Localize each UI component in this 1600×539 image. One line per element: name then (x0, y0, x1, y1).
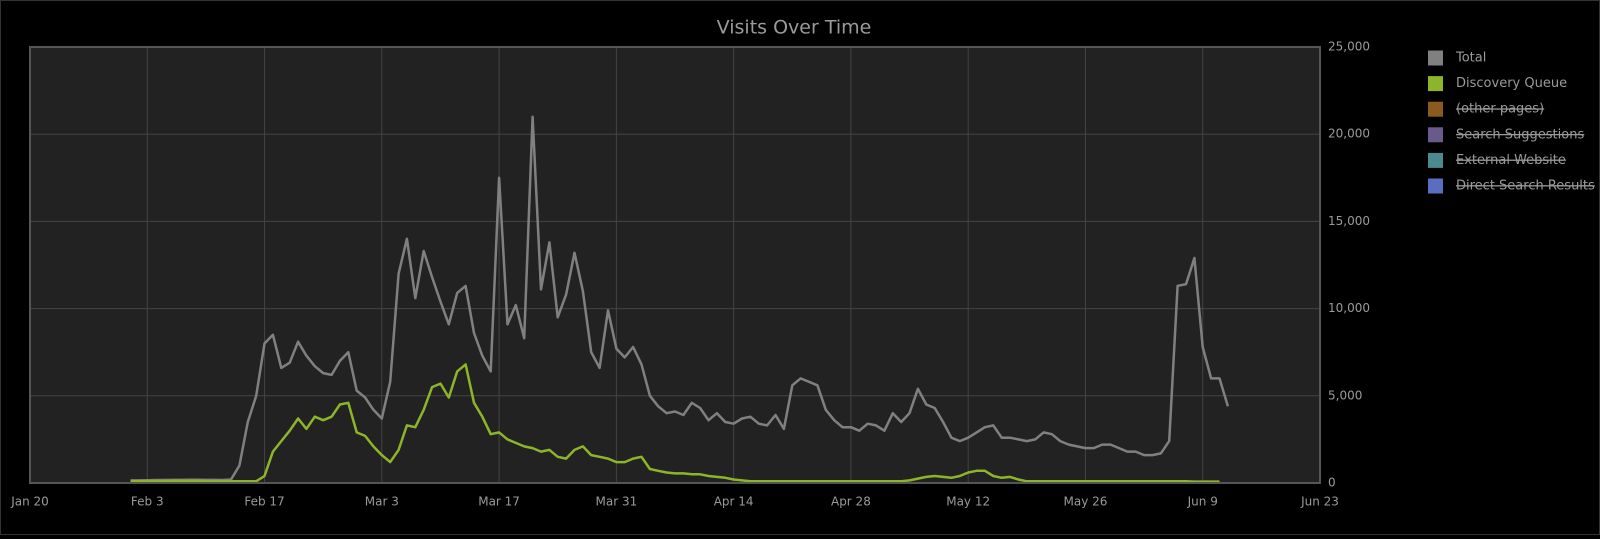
series-line (130, 363, 1220, 483)
legend-item[interactable]: Search Suggestions (1428, 127, 1584, 143)
legend-item[interactable]: (other pages) (1428, 101, 1544, 117)
x-tick-label: Mar 3 (365, 495, 399, 509)
x-tick-label: May 26 (1064, 495, 1108, 509)
x-tick-label: Jun 23 (1300, 495, 1339, 509)
legend-label[interactable]: (other pages) (1456, 102, 1544, 117)
x-tick-label: Jun 9 (1187, 495, 1218, 509)
x-tick-label: Mar 31 (595, 495, 637, 509)
x-tick-label: Apr 28 (831, 495, 871, 509)
y-tick-label: 15,000 (1328, 214, 1370, 228)
legend-item[interactable]: Direct Search Results (1428, 178, 1595, 194)
legend-label[interactable]: Discovery Queue (1456, 76, 1567, 91)
legend-swatch[interactable] (1428, 76, 1443, 92)
legend-swatch[interactable] (1428, 101, 1443, 117)
legend-swatch[interactable] (1428, 50, 1443, 66)
plot-area (30, 47, 1320, 483)
legend-label[interactable]: External Website (1456, 153, 1566, 168)
y-tick-label: 0 (1328, 476, 1336, 490)
legend-label[interactable]: Search Suggestions (1456, 127, 1584, 142)
x-tick-label: Jan 20 (10, 495, 49, 509)
x-tick-label: Apr 14 (714, 495, 754, 509)
x-tick-label: Mar 17 (478, 495, 520, 509)
series-line (130, 115, 1230, 482)
legend-swatch[interactable] (1428, 127, 1443, 143)
x-tick-label: May 12 (946, 495, 990, 509)
legend-item[interactable]: Discovery Queue (1428, 76, 1567, 92)
plot-border (29, 46, 1321, 484)
legend-label[interactable]: Direct Search Results (1456, 179, 1595, 194)
y-tick-label: 5,000 (1328, 388, 1362, 402)
legend-item[interactable]: External Website (1428, 152, 1566, 168)
y-tick-label: 20,000 (1328, 127, 1370, 141)
chart-title: Visits Over Time (717, 17, 872, 39)
x-tick-label: Feb 3 (131, 495, 164, 509)
legend-item[interactable]: Total (1428, 50, 1486, 66)
legend-swatch[interactable] (1428, 178, 1443, 194)
y-tick-label: 25,000 (1328, 40, 1370, 54)
y-tick-label: 10,000 (1328, 301, 1370, 315)
x-tick-label: Feb 17 (244, 495, 284, 509)
legend-swatch[interactable] (1428, 152, 1443, 168)
legend-label[interactable]: Total (1455, 51, 1486, 66)
